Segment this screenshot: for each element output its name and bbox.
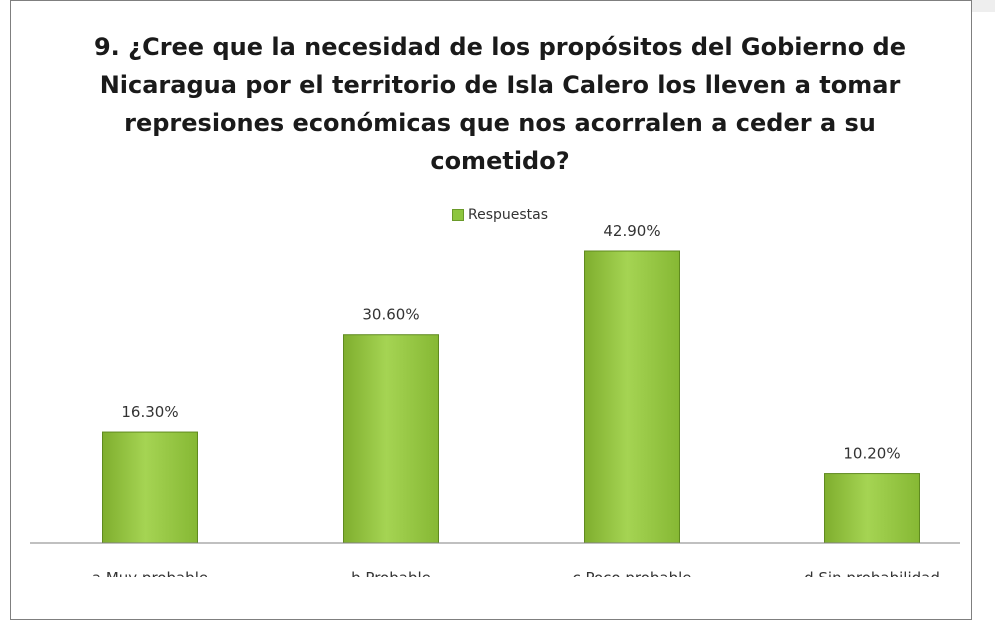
chart-title-line-1: 9. ¿Cree que la necesidad de los propósi…: [93, 33, 906, 61]
bar-value-label-2: 30.60%: [362, 306, 419, 324]
bar-chart-plot: 16.30% a.Muy probable 30.60% b.Probable 42.9…: [30, 222, 960, 577]
chart-title-line-2: Nicaragua por el territorio de Isla Cale…: [99, 71, 901, 99]
bar-value-label-3: 42.90%: [603, 222, 660, 240]
legend-label: Respuestas: [468, 207, 549, 223]
bar-2: [343, 334, 439, 544]
category-label-1: a.Muy probable: [92, 569, 208, 577]
category-label-4: d.Sin probabilidad: [804, 569, 940, 577]
chart-legend: Respuestas: [452, 206, 548, 224]
bar-value-label-4: 10.20%: [843, 445, 900, 463]
chart-title-line-3: represiones económicas que nos acorralen…: [124, 109, 876, 137]
window-corner: [972, 0, 995, 12]
bar-4: [824, 473, 920, 544]
chart-title: 9. ¿Cree que la necesidad de los propósi…: [70, 28, 930, 180]
bar-3: [584, 250, 680, 544]
legend-swatch: [452, 209, 464, 221]
bar-1: [102, 431, 198, 544]
category-label-3: c.Poco probable: [572, 569, 691, 577]
bar-value-label-1: 16.30%: [121, 403, 178, 421]
chart-title-line-4: cometido?: [430, 147, 570, 175]
category-label-2: b.Probable: [351, 569, 431, 577]
